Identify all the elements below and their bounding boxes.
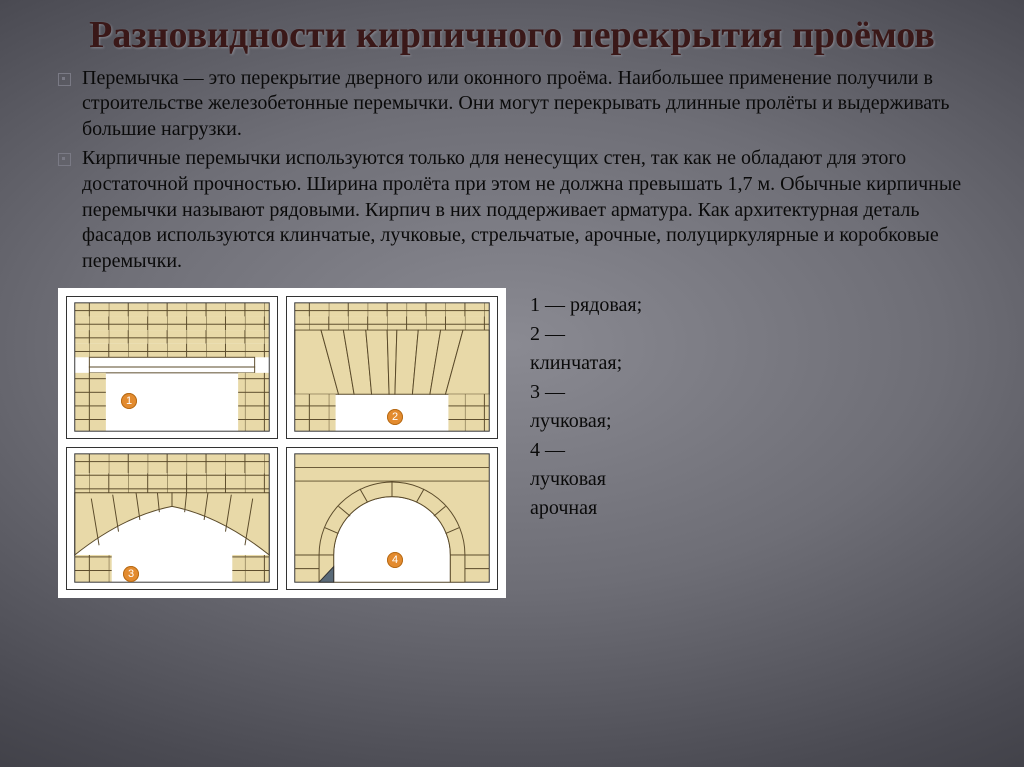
bullet-list: Перемычка — это перекрытие дверного или … bbox=[58, 66, 966, 275]
bullet-item: Перемычка — это перекрытие дверного или … bbox=[58, 66, 966, 143]
legend-line: 1 — рядовая; bbox=[530, 292, 642, 319]
diagram-legend: 1 — рядовая; 2 — клинчатая; 3 — лучковая… bbox=[530, 288, 642, 524]
lintel-flat-icon bbox=[67, 297, 277, 438]
bullet-item: Кирпичные перемычки используются только … bbox=[58, 146, 966, 274]
lintel-segmental-icon bbox=[67, 448, 277, 589]
legend-line: 4 — bbox=[530, 437, 642, 464]
legend-line: 2 — bbox=[530, 321, 642, 348]
content-area: Перемычка — это перекрытие дверного или … bbox=[0, 64, 1024, 275]
slide: Разновидности кирпичного перекрытия проё… bbox=[0, 0, 1024, 767]
legend-line: 3 — bbox=[530, 379, 642, 406]
slide-title: Разновидности кирпичного перекрытия проё… bbox=[0, 0, 1024, 64]
diagram-cell-3: 3 bbox=[66, 447, 278, 590]
lower-row: 1 bbox=[0, 278, 1024, 598]
legend-line: лучковая bbox=[530, 466, 642, 493]
lintel-arch-icon bbox=[287, 448, 497, 589]
diagram-cell-2: 2 bbox=[286, 296, 498, 439]
legend-line: клинчатая; bbox=[530, 350, 642, 377]
legend-line: лучковая; bbox=[530, 408, 642, 435]
diagram-cell-1: 1 bbox=[66, 296, 278, 439]
legend-line: арочная bbox=[530, 495, 642, 522]
diagram-cell-4: 4 bbox=[286, 447, 498, 590]
lintel-diagram: 1 bbox=[58, 288, 506, 598]
